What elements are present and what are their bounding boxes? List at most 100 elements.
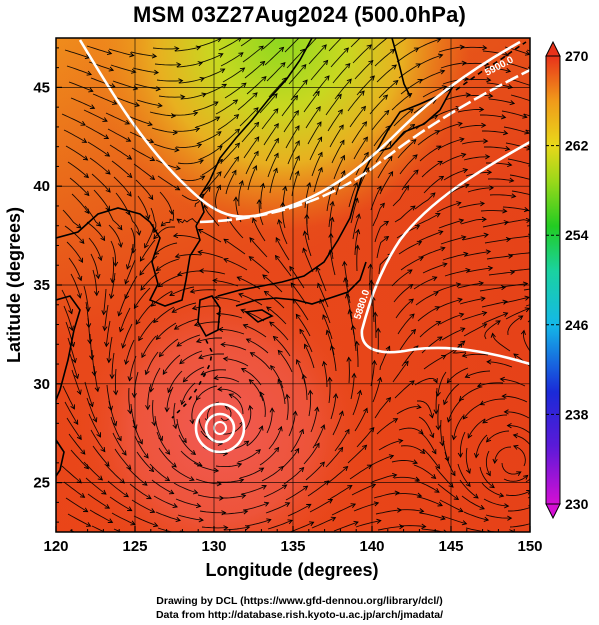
streamline [378, 440, 403, 451]
streamline [176, 62, 203, 68]
streamline [239, 467, 264, 479]
x-tick-label: 125 [122, 538, 147, 555]
streamline [199, 145, 223, 160]
streamline-arrow [511, 193, 517, 199]
streamline-arrow [295, 155, 300, 161]
streamline-arrow [274, 123, 279, 129]
streamline-arrow [217, 326, 224, 333]
streamline-arrow [435, 463, 441, 470]
streamline-arrow [278, 32, 283, 36]
streamline-arrow [419, 508, 425, 514]
streamline [154, 242, 178, 255]
streamline [379, 171, 393, 195]
streamline [289, 521, 314, 532]
streamline-arrow [354, 340, 360, 346]
streamline [494, 446, 512, 464]
streamline [444, 269, 470, 277]
streamline [399, 525, 426, 528]
streamline [354, 229, 359, 256]
streamline [269, 321, 289, 341]
streamline-arrow [329, 200, 335, 207]
streamline [108, 224, 122, 248]
streamline [89, 509, 113, 523]
streamline-arrow [273, 108, 279, 114]
streamline [215, 99, 238, 115]
streamline-arrow [94, 386, 100, 393]
streamline-arrow [343, 465, 349, 472]
streamline [128, 387, 131, 414]
streamline [124, 259, 136, 284]
streamline-arrow [255, 449, 261, 455]
streamline [435, 467, 454, 488]
streamline-arrow [309, 521, 315, 527]
streamline-arrow [417, 79, 423, 84]
streamline-arrow [193, 489, 199, 495]
streamline [447, 367, 469, 383]
streamline [459, 124, 486, 129]
streamline-arrow [153, 234, 159, 240]
streamline-arrow [144, 369, 150, 376]
streamline [85, 125, 109, 139]
streamline [482, 221, 509, 228]
streamline-arrow [483, 232, 489, 238]
streamline-arrow [530, 251, 534, 255]
streamline [90, 253, 99, 279]
streamline [463, 156, 490, 161]
streamline [171, 466, 195, 481]
streamline-arrow [360, 105, 367, 112]
streamline [244, 405, 252, 431]
x-tick-label: 135 [280, 538, 305, 555]
streamline [103, 288, 107, 315]
streamline [330, 393, 337, 420]
streamline-arrow [329, 216, 335, 222]
streamline-arrow [190, 450, 197, 455]
streamline [420, 70, 445, 82]
streamline-arrow [125, 137, 132, 142]
streamline [218, 38, 242, 51]
streamline-arrow [189, 288, 196, 294]
streamline-arrow [522, 281, 529, 287]
streamline [260, 392, 266, 418]
streamline-arrow [412, 154, 418, 160]
streamline [92, 93, 117, 105]
x-tick-label: 150 [517, 538, 542, 555]
streamline [377, 525, 404, 531]
y-tick-label: 25 [33, 475, 50, 492]
streamline [459, 431, 466, 457]
streamline [129, 483, 152, 500]
streamline-arrow [481, 323, 488, 329]
streamline [62, 209, 82, 229]
streamline [66, 241, 83, 263]
streamline [506, 235, 530, 240]
streamline [179, 175, 205, 182]
streamline-arrow [361, 444, 368, 450]
streamline [371, 110, 390, 131]
streamline [283, 110, 299, 133]
streamline-arrow [301, 63, 307, 70]
streamline-arrow [231, 169, 237, 176]
streamline [241, 485, 267, 495]
streamline-arrow [221, 83, 228, 89]
streamline-arrow [144, 243, 149, 249]
credits: Drawing by DCL (https://www.gfd-dennou.o… [0, 594, 599, 622]
streamline-arrow [435, 212, 441, 218]
streamline [305, 106, 321, 129]
streamline-arrow [191, 305, 198, 311]
streamline-arrow [151, 420, 157, 427]
streamline-arrow [121, 450, 127, 456]
streamline-arrow [220, 68, 226, 74]
streamline [503, 126, 529, 134]
streamline-arrow [251, 217, 257, 223]
streamline-arrow [157, 282, 163, 288]
colorbar-tick-label: 270 [565, 48, 589, 64]
streamline-arrow [363, 151, 369, 158]
streamline-arrow [273, 167, 278, 173]
streamline-arrow [123, 492, 129, 498]
streamline-arrow [88, 401, 94, 408]
streamline-arrow [117, 224, 123, 231]
streamline-arrow [134, 102, 140, 108]
streamline [201, 369, 227, 376]
streamline [307, 121, 322, 145]
streamline [275, 237, 290, 261]
streamline-arrow [155, 266, 161, 272]
